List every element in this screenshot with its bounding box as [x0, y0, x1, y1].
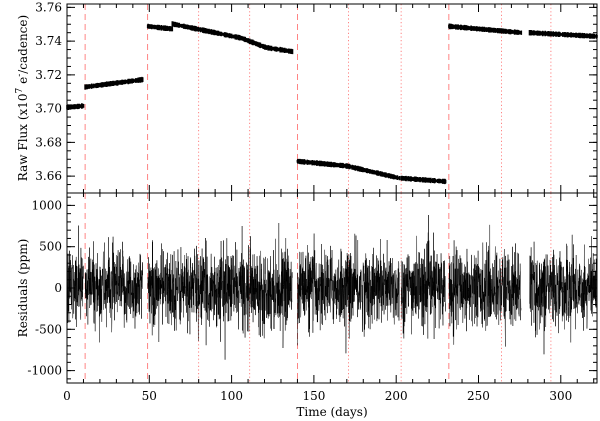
y-tick-label: 3.74 [35, 34, 62, 48]
y-tick-label: 3.66 [35, 169, 62, 183]
x-tick-label: 250 [467, 389, 490, 403]
top-x-ticks [66, 4, 595, 193]
flux-segment [146, 23, 174, 32]
x-tick-label: 300 [549, 389, 572, 403]
y-tick-label: 0 [54, 281, 62, 295]
top-boundary-lines [84, 4, 552, 193]
flux-segment [528, 30, 598, 39]
top-y-axis: 3.66 3.68 3.70 3.72 3.74 3.76 [35, 0, 597, 194]
raw-flux-panel: 3.66 3.68 3.70 3.72 3.74 3.76 Raw Flux (x107 … [15, 0, 598, 194]
x-tick-label: 0 [63, 389, 71, 403]
flux-segment [171, 21, 243, 41]
y-tick-label: 3.70 [35, 102, 62, 116]
residuals-panel: -1000 -500 0 500 1000 0 50 100 150 200 250 300 Res… [16, 192, 598, 419]
top-y-axis-label: Raw Flux (x107 e-/cadence) [15, 15, 30, 181]
y-tick-label: 500 [39, 240, 62, 254]
y-tick-label: 1000 [31, 198, 62, 212]
bottom-y-axis: -1000 -500 0 500 1000 [27, 196, 597, 380]
x-tick-label: 150 [302, 389, 325, 403]
y-tick-label: -500 [35, 322, 62, 336]
flux-segment [84, 76, 144, 90]
flux-segment [265, 45, 294, 55]
residual-trace [66, 214, 598, 360]
flux-segment [296, 158, 348, 169]
flux-segment [240, 36, 267, 50]
flux-segment [400, 175, 447, 185]
y-tick-label: 3.76 [35, 0, 62, 14]
x-tick-label: 50 [142, 389, 157, 403]
y-tick-label: -1000 [27, 364, 62, 378]
residuals-series [66, 214, 598, 360]
x-axis-label: Time (days) [296, 405, 367, 419]
y-tick-label: 3.72 [35, 68, 62, 82]
x-tick-label: 200 [385, 389, 408, 403]
flux-segment [346, 163, 401, 181]
bottom-y-axis-label: Residuals (ppm) [16, 239, 30, 338]
bottom-x-axis: 0 50 100 150 200 250 300 [63, 193, 595, 403]
y-tick-label: 3.68 [35, 135, 62, 149]
raw-flux-series [66, 21, 598, 185]
x-tick-label: 100 [220, 389, 243, 403]
flux-segment [448, 23, 523, 35]
